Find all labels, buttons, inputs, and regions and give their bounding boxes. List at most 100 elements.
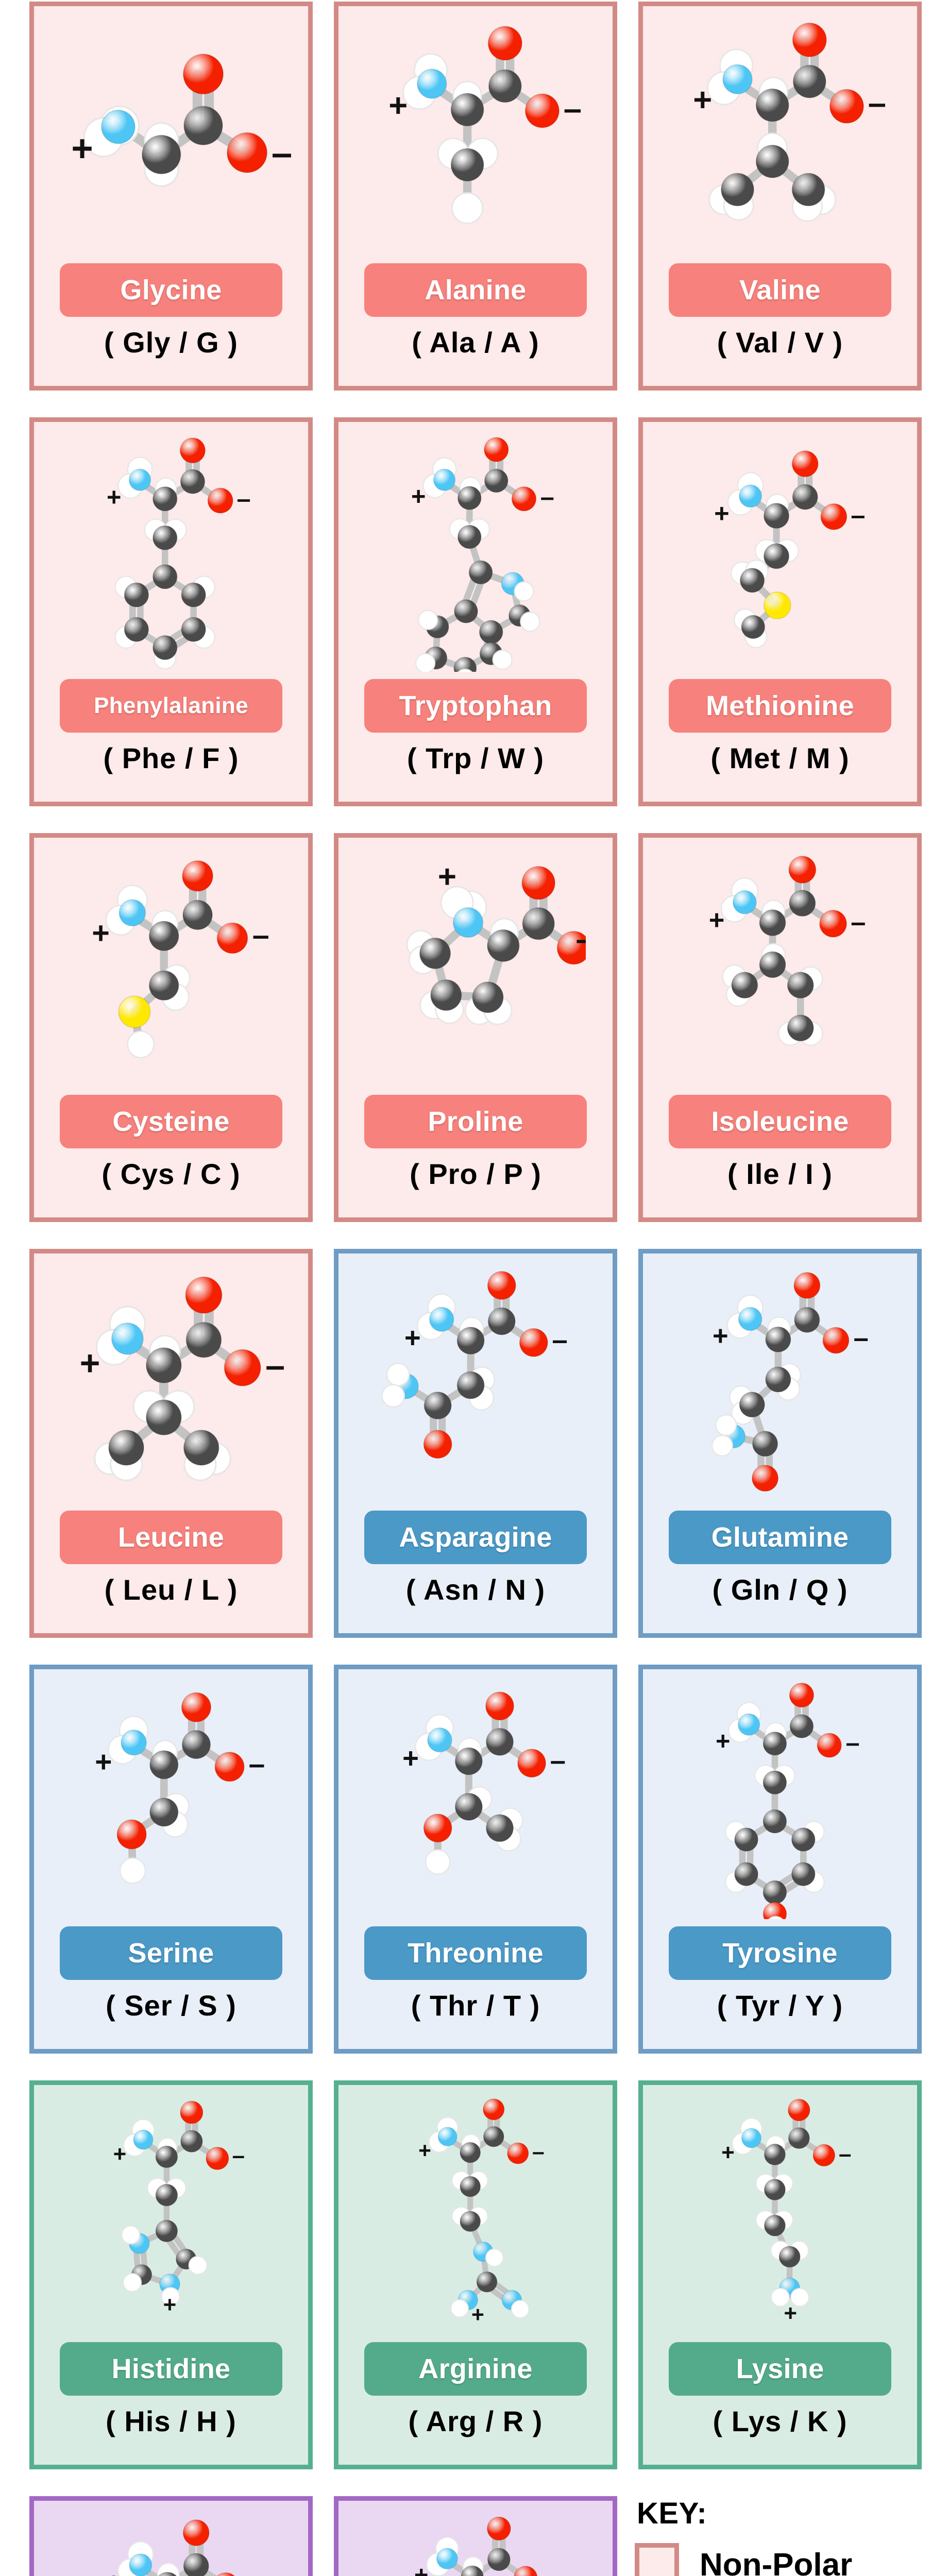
atom-c [183,105,223,145]
atom-h [418,609,438,630]
atom-o [829,89,864,124]
atom-c [145,1347,182,1384]
amino-acid-abbreviation: ( Pro / P ) [410,1158,541,1190]
atom-n [739,484,762,508]
amino-acid-card-arginine[interactable]: + – + Arginine ( Arg / R ) [334,2080,617,2469]
atom-n [121,1730,147,1756]
atom-c [145,1399,182,1436]
atom-c [108,1429,145,1466]
amino-acid-card-leucine[interactable]: + – Leucine( Leu / L ) [29,1249,313,1638]
atom-c [752,1431,778,1457]
atom-n [437,2127,457,2147]
atom-layer [415,1691,547,1875]
charge-plus-label: + [437,859,456,894]
atom-o [226,132,268,173]
amino-acid-card-proline[interactable]: +–Proline( Pro / P ) [334,833,617,1222]
atom-o [791,450,819,478]
amino-acid-name-badge: Glutamine [669,1511,891,1564]
amino-acid-card-cysteine[interactable]: + – Cysteine( Cys / C ) [29,833,313,1222]
atom-c [483,2126,504,2147]
amino-acid-card-asparagine[interactable]: + – Asparagine( Asn / N ) [334,1249,617,1638]
molecule-diagram-cys: + – [34,838,308,1095]
charge-minus-label: – [265,1346,285,1385]
atom-o [812,2144,835,2167]
charge-minus-label: – [851,907,866,937]
atom-o [817,1733,842,1758]
atom-c [181,617,206,642]
amino-acid-card-methionine[interactable]: + – Methionine( Met / M ) [638,417,922,806]
atom-o [185,1276,223,1314]
charge-plus-label: + [402,1743,419,1774]
atom-c [149,1750,179,1780]
amino-acid-abbreviation: ( Tyr / Y ) [717,1989,843,2022]
atom-c [453,656,477,672]
amino-acid-card-lysine[interactable]: + – + Lysine ( Lys / K ) [638,2080,922,2469]
atom-c [487,2548,511,2571]
amino-acid-abbreviation: ( Thr / T ) [411,1989,540,2022]
amino-acid-card-phenylalanine[interactable]: + – Phenylalanine( Phe / F ) [29,417,313,806]
atom-c [149,1798,179,1827]
atom-c [454,599,478,623]
charge-plus-label: + [388,88,408,124]
amino-acid-card-threonine[interactable]: + – Threonine( Thr / T ) [334,1665,617,2054]
atom-c [794,1307,820,1333]
amino-acid-card-tyrosine[interactable]: + – Tyrosine( Tyr / Y ) [638,1665,922,2054]
charge-plus-label: + [107,484,121,512]
charge-plus-label: + [71,127,93,169]
atom-c [148,921,179,952]
atom-c [155,2145,178,2168]
atom-c [457,524,482,549]
atom-n [128,468,151,491]
amino-acid-card-aspartate[interactable]: +––Aspartate( Asp / D ) [29,2496,313,2576]
atom-c [471,981,504,1013]
charge-minus-label: – [236,485,250,513]
molecule-diagram-ser: + – [34,1669,308,1927]
atom-c [460,2142,481,2163]
amino-acid-card-glutamine[interactable]: + – Glutamine( Gln / Q ) [638,1249,922,1638]
atom-n [741,2128,761,2148]
charge-plus-label: + [418,2138,431,2163]
atom-o [517,1749,547,1778]
atom-c [155,2219,178,2243]
atom-n [132,2129,153,2150]
charge-minus-label: – [252,918,269,952]
amino-acid-card-valine[interactable]: + – Valine( Val / V ) [638,2,922,391]
amino-acid-card-isoleucine[interactable]: + – Isoleucine( Ile / I ) [638,833,922,1222]
atom-c [789,1714,814,1738]
atom-layer [426,2516,538,2576]
atom-n [436,2548,458,2570]
atom-n [111,1322,144,1355]
atom-c [430,979,462,1011]
atom-o [752,1465,779,1492]
atom-c [789,890,816,917]
amino-acid-card-tryptophan[interactable]: + – Tryptophan( Trp / W ) [334,417,617,806]
atom-c [759,951,786,978]
amino-acid-card-alanine[interactable]: + – Alanine( Ala / A ) [334,2,617,391]
amino-acid-abbreviation: ( Gln / Q ) [712,1573,848,1606]
atom-c [460,2176,481,2197]
charge-minus-label: – [563,91,581,127]
atom-c [486,929,520,962]
atom-c [762,1880,787,1905]
atom-c [124,582,149,607]
atom-layer [117,2519,235,2576]
charge-minus-label: – [540,2563,554,2576]
atom-c [476,2271,498,2293]
amino-acid-card-glutamate[interactable]: +––Glutamate( Glu / E ) [334,2496,617,2576]
atom-c [456,1371,485,1399]
amino-acid-card-histidine[interactable]: + – + Histidine ( His / H ) [29,2080,313,2469]
molecule-diagram-his: + – + [34,2085,308,2343]
atom-layer [94,1276,261,1481]
atom-n [427,1727,452,1753]
atom-h [161,2287,180,2306]
molecule-diagram-pro: +– [338,838,613,1095]
amino-acid-abbreviation: ( Cys / C ) [101,1158,241,1190]
atom-h [188,2256,207,2275]
atom-o [423,1814,452,1843]
atom-c [764,2143,786,2165]
amino-acid-card-glycine[interactable]: + – Glycine( Gly / G ) [29,2,313,391]
amino-acid-card-serine[interactable]: + – Serine( Ser / S ) [29,1665,313,2054]
atom-c [792,484,818,510]
atom-o [820,503,848,530]
amino-acid-name-badge: Leucine [60,1511,282,1564]
